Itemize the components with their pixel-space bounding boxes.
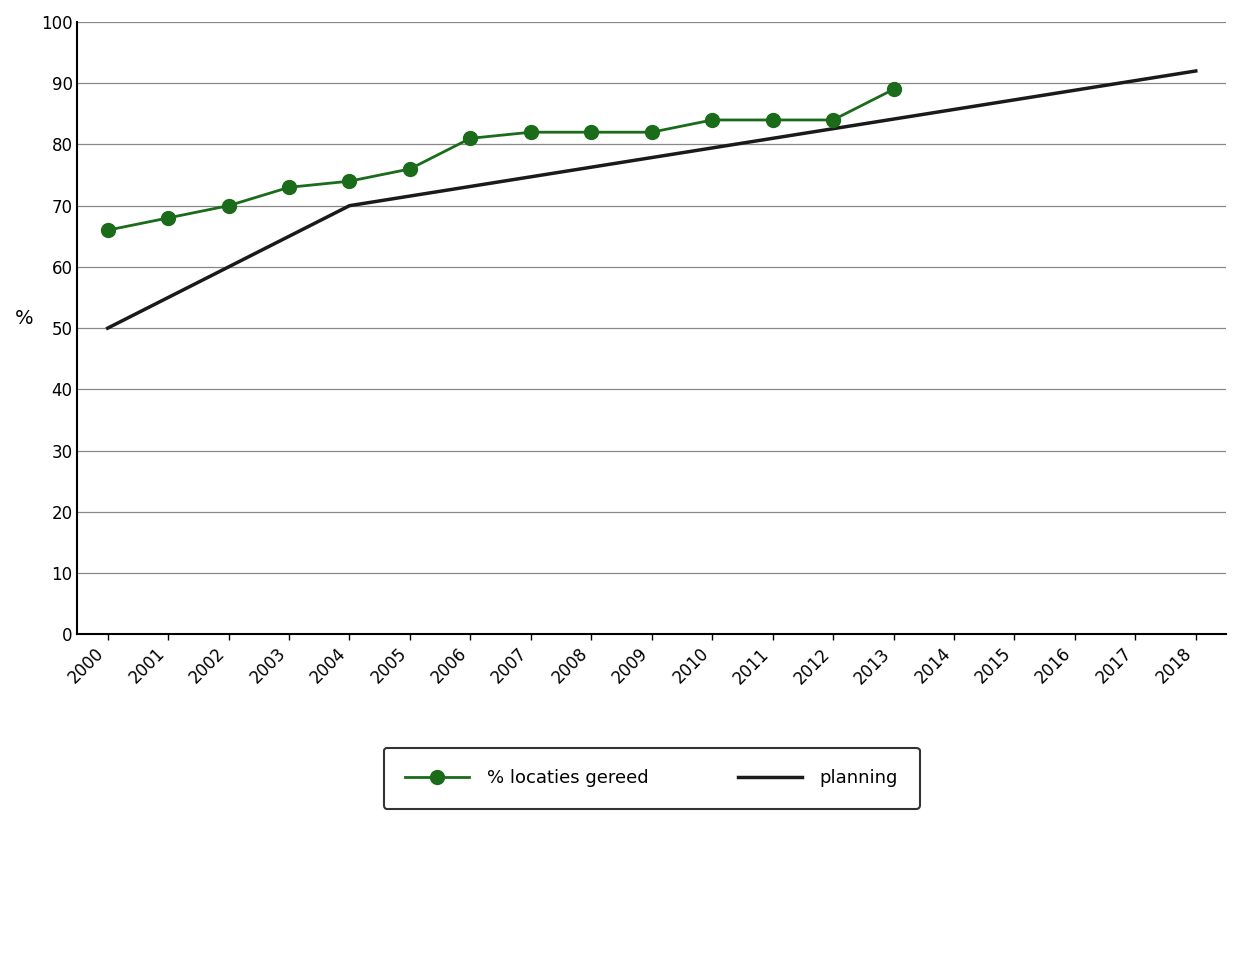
Y-axis label: %: %: [15, 309, 34, 328]
Legend: % locaties gereed, planning: % locaties gereed, planning: [383, 747, 920, 809]
